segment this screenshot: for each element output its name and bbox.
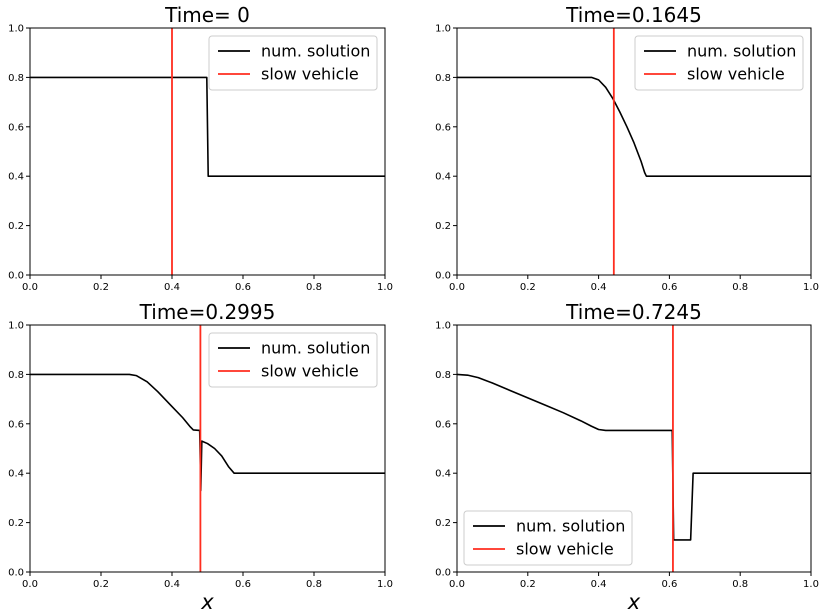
y-tick-label: 0.8 — [435, 73, 451, 84]
subplot-4: Time=0.7245 0.00.0 0.2 0.2 0.4 0.4 0.6 0.6 0.8 0.… — [435, 300, 819, 613]
y-tick-label: 0.4 — [8, 469, 24, 480]
x-tick-label: 0.4 — [164, 579, 180, 590]
x-tick-label: 1.0 — [377, 579, 393, 590]
subplot-3: Time=0.2995 0.00.0 0.2 0.2 0.4 0.4 0.6 0.6 0.8 0.… — [8, 300, 393, 613]
x-axis-label: x — [627, 590, 641, 613]
x-tick-label: 0.8 — [306, 579, 322, 590]
plot-frame — [29, 27, 386, 276]
y-tick-label: 1.0 — [8, 321, 24, 332]
x-tick-label: 1.0 — [377, 282, 393, 293]
x-tick-label: 0.2 — [93, 282, 109, 293]
x-tick-label: 0.6 — [661, 282, 677, 293]
x-tick-label: 0.2 — [520, 282, 536, 293]
x-tick-label: 0.6 — [235, 282, 251, 293]
x-tick-label: 0.4 — [591, 579, 607, 590]
legend-box — [208, 332, 378, 388]
y-tick-label: 0.6 — [435, 419, 451, 430]
x-tick-label: 0.8 — [732, 579, 748, 590]
legend-solution-label: num. solution — [261, 339, 370, 358]
solution-line — [457, 76, 811, 177]
plot-title: Time=0.2995 — [139, 300, 276, 324]
legend-vehicle-label: slow vehicle — [261, 362, 359, 381]
x-tick-label: 0.4 — [591, 282, 607, 293]
x-tick-label: 0.2 — [93, 579, 109, 590]
y-tick-label: 0.4 — [435, 172, 451, 183]
y-tick-label: 0.4 — [435, 469, 451, 480]
y-tick-label: 0.2 — [435, 221, 451, 232]
plot-title: Time= 0 — [164, 3, 250, 27]
x-tick-label: 0.4 — [164, 282, 180, 293]
plot-frame — [456, 27, 812, 276]
y-tick-label: 0.8 — [435, 370, 451, 381]
legend: num. solution slow vehicle — [463, 510, 633, 566]
y-tick-label: 0.0 — [8, 271, 24, 282]
legend-box — [463, 510, 633, 566]
y-tick-label: 0.6 — [8, 122, 24, 133]
subplot-1: Time= 0 0.00.0 0.2 0.2 0.4 0.4 0.6 0.6 0.8 0.8 1.0… — [8, 3, 393, 293]
legend-solution-label: num. solution — [687, 42, 796, 61]
plot-frame — [456, 324, 812, 573]
y-tick-label: 0.6 — [8, 419, 24, 430]
x-tick-label: 0.2 — [520, 579, 536, 590]
legend-vehicle-label: slow vehicle — [261, 65, 359, 84]
y-tick-label: 0.4 — [8, 172, 24, 183]
y-tick-label: 1.0 — [8, 24, 24, 35]
solution-line — [30, 373, 385, 492]
x-tick-label: 0.6 — [235, 579, 251, 590]
legend-vehicle-label: slow vehicle — [516, 540, 614, 559]
y-tick-label: 0.2 — [435, 518, 451, 529]
y-tick-label: 0.0 — [435, 568, 451, 579]
x-tick-label: 0.6 — [661, 579, 677, 590]
x-tick-label: 1.0 — [803, 282, 819, 293]
y-tick-label: 1.0 — [435, 24, 451, 35]
y-tick-label: 0.8 — [8, 370, 24, 381]
y-tick-label: 1.0 — [435, 321, 451, 332]
plot-frame — [29, 324, 386, 573]
y-tick-label: 0.6 — [435, 122, 451, 133]
legend-solution-label: num. solution — [261, 42, 370, 61]
x-axis-label: x — [200, 590, 214, 613]
legend: num. solution slow vehicle — [208, 332, 378, 388]
y-tick-label: 0.2 — [8, 518, 24, 529]
y-tick-label: 0.0 — [435, 271, 451, 282]
y-tick-label: 0.2 — [8, 221, 24, 232]
x-tick-label: 0.0 — [449, 579, 465, 590]
x-tick-label: 0.0 — [22, 579, 38, 590]
legend: num. solution slow vehicle — [208, 35, 378, 91]
x-tick-label: 0.0 — [449, 282, 465, 293]
legend-box — [208, 35, 378, 91]
x-tick-label: 0.0 — [22, 282, 38, 293]
x-tick-label: 1.0 — [803, 579, 819, 590]
plot-title: Time=0.7245 — [565, 300, 702, 324]
y-tick-label: 0.8 — [8, 73, 24, 84]
legend-box — [634, 35, 804, 91]
legend-vehicle-label: slow vehicle — [687, 65, 785, 84]
x-tick-label: 0.8 — [306, 282, 322, 293]
solution-line — [30, 76, 385, 177]
legend: num. solution slow vehicle — [634, 35, 804, 91]
plot-title: Time=0.1645 — [565, 3, 702, 27]
y-tick-label: 0.0 — [8, 568, 24, 579]
subplot-2: Time=0.1645 0.00.0 0.2 0.2 0.4 0.4 0.6 0.6 0.8 0.… — [435, 3, 819, 293]
solution-line — [457, 373, 811, 541]
legend-solution-label: num. solution — [516, 517, 625, 536]
x-tick-label: 0.8 — [732, 282, 748, 293]
